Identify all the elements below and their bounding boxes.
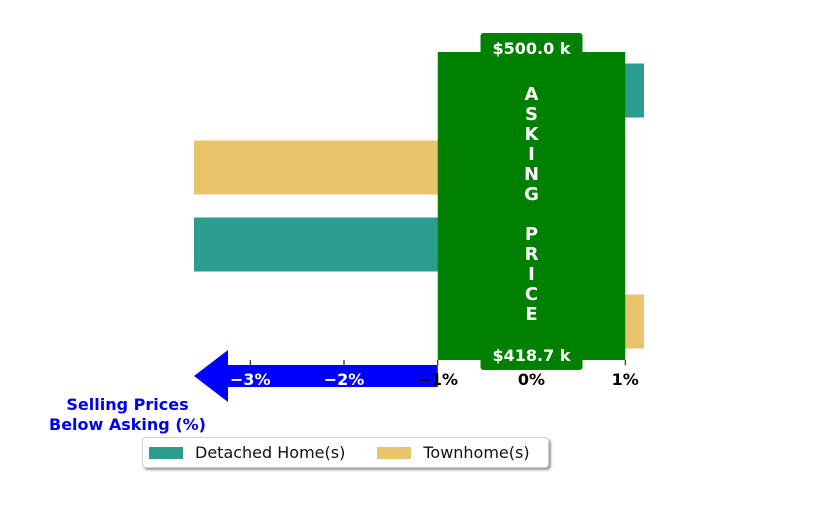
asking-price-bottom-label: $418.7 k xyxy=(493,346,571,365)
legend-label-townhome: Townhome(s) xyxy=(423,443,530,462)
legend-label-detached: Detached Home(s) xyxy=(195,443,346,462)
asking-price-letter: C xyxy=(525,284,538,305)
x-tick-label: 0% xyxy=(518,370,545,389)
asking-price-letter: I xyxy=(528,264,535,285)
asking-price-letter: E xyxy=(525,304,537,325)
asking-price-letter: P xyxy=(525,224,538,245)
x-axis-ticks: −3% −2% −1% 0% 1% xyxy=(230,360,639,389)
asking-price-top-label: $500.0 k xyxy=(493,39,571,58)
x-tick-label: −2% xyxy=(324,370,365,389)
x-tick-label: −1% xyxy=(417,370,458,389)
asking-price-letter: K xyxy=(525,124,540,145)
arrow-layer xyxy=(194,350,438,402)
x-axis-label-line-2: Below Asking (%) xyxy=(49,415,206,434)
x-tick-label: 1% xyxy=(612,370,639,389)
asking-price-letter: N xyxy=(524,164,539,185)
asking-price-letter: S xyxy=(525,104,538,125)
asking-price-letter: I xyxy=(528,144,535,165)
legend-swatch-detached xyxy=(149,446,183,459)
asking-price-rect xyxy=(437,52,626,360)
legend-swatch-townhome xyxy=(377,446,412,459)
asking-price-letter: A xyxy=(525,84,539,105)
legend-item-detached: Detached Home(s) xyxy=(149,443,345,462)
x-axis-label: Selling Prices Below Asking (%) xyxy=(40,395,215,435)
x-axis-label-line-1: Selling Prices xyxy=(66,395,189,414)
asking-price-bottom-label-tag xyxy=(480,340,583,370)
asking-price-top-label-tag xyxy=(480,33,583,63)
asking-price-letter: G xyxy=(524,184,539,205)
below-asking-arrow xyxy=(194,350,438,402)
asking-price-letter: R xyxy=(525,244,539,265)
legend-item-townhome: Townhome(s) xyxy=(377,443,530,462)
x-tick-label: −3% xyxy=(230,370,271,389)
legend: Detached Home(s) Townhome(s) xyxy=(142,437,549,468)
